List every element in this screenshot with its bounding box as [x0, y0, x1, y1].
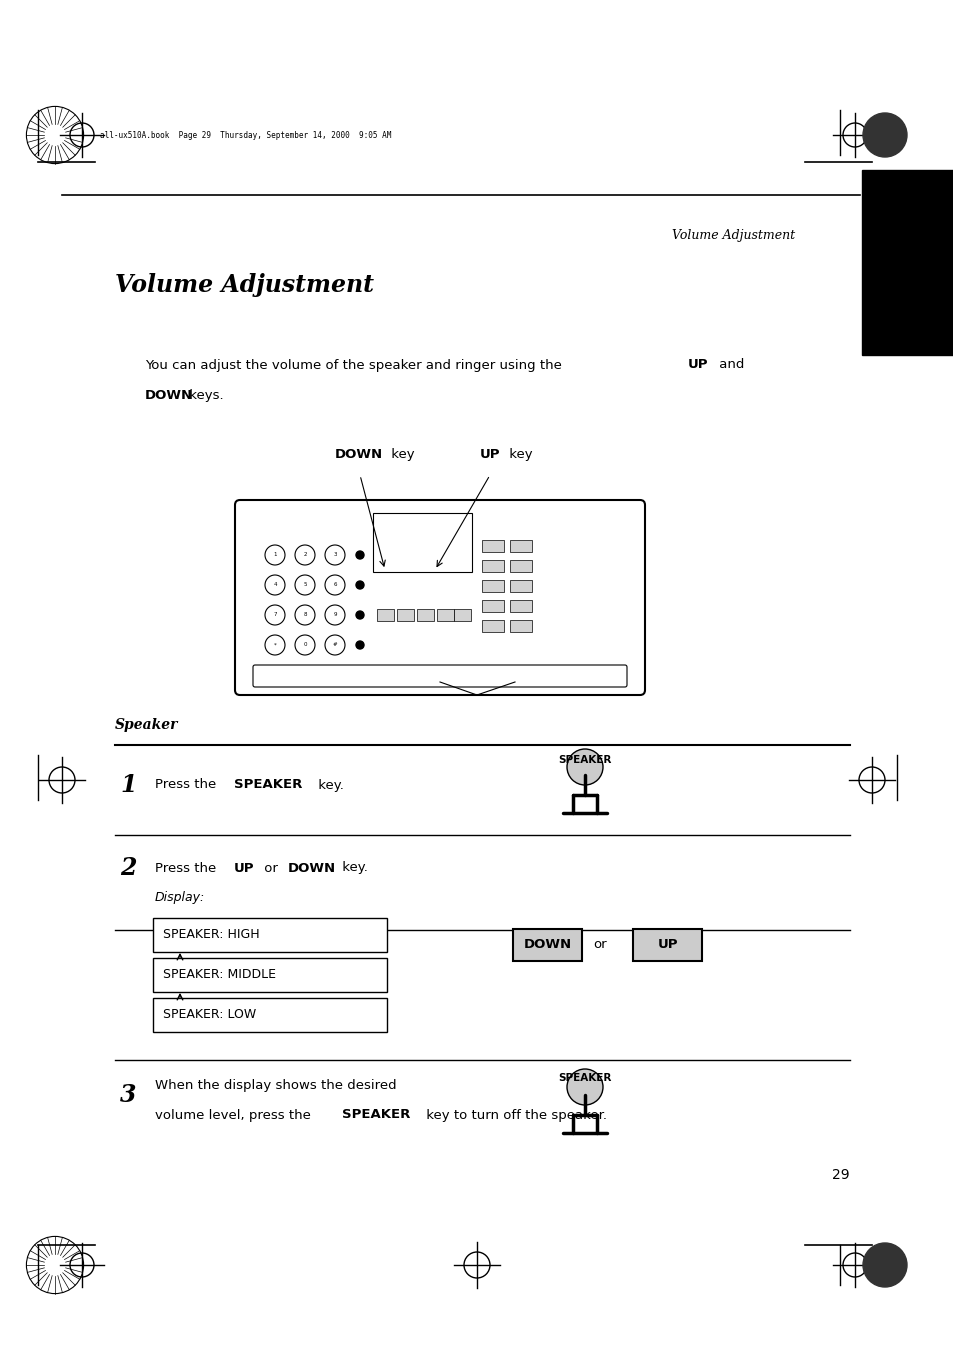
Text: SPEAKER: SPEAKER [233, 778, 302, 792]
Text: or: or [593, 939, 606, 951]
Text: DOWN: DOWN [145, 389, 193, 401]
FancyBboxPatch shape [481, 561, 503, 571]
Circle shape [566, 1069, 602, 1105]
FancyBboxPatch shape [510, 540, 532, 553]
Text: 0: 0 [303, 643, 307, 647]
Circle shape [355, 640, 364, 648]
Text: UP: UP [479, 449, 500, 462]
FancyBboxPatch shape [253, 665, 626, 688]
FancyBboxPatch shape [152, 917, 387, 952]
FancyBboxPatch shape [373, 513, 472, 571]
Text: UP: UP [233, 862, 254, 874]
FancyBboxPatch shape [481, 600, 503, 612]
Text: SPEAKER: SPEAKER [341, 1109, 410, 1121]
Text: key: key [387, 449, 415, 462]
Text: 1: 1 [273, 553, 276, 558]
Text: key.: key. [337, 862, 368, 874]
FancyBboxPatch shape [152, 998, 387, 1032]
Text: Speaker: Speaker [115, 717, 178, 732]
FancyBboxPatch shape [436, 609, 454, 621]
Text: Press the: Press the [154, 778, 220, 792]
Text: 4: 4 [273, 582, 276, 588]
Circle shape [355, 551, 364, 559]
Text: *: * [274, 643, 276, 647]
Circle shape [44, 1254, 66, 1275]
FancyBboxPatch shape [862, 170, 953, 355]
Text: and: and [714, 358, 743, 372]
Text: 1. Installation: 1. Installation [902, 412, 912, 484]
FancyBboxPatch shape [510, 561, 532, 571]
Text: UP: UP [657, 939, 677, 951]
Text: Display:: Display: [154, 892, 205, 905]
Text: volume level, press the: volume level, press the [154, 1109, 314, 1121]
Text: key: key [504, 449, 532, 462]
FancyBboxPatch shape [510, 620, 532, 632]
FancyBboxPatch shape [481, 580, 503, 592]
Text: key.: key. [314, 778, 343, 792]
Text: or: or [260, 862, 282, 874]
Text: DOWN: DOWN [288, 862, 335, 874]
Text: SPEAKER: LOW: SPEAKER: LOW [163, 1008, 256, 1021]
FancyBboxPatch shape [510, 580, 532, 592]
Text: 3: 3 [120, 1084, 136, 1106]
Text: 6: 6 [333, 582, 336, 588]
FancyBboxPatch shape [633, 929, 701, 961]
FancyBboxPatch shape [481, 620, 503, 632]
Text: UP: UP [687, 358, 708, 372]
Text: all-ux510A.book  Page 29  Thursday, September 14, 2000  9:05 AM: all-ux510A.book Page 29 Thursday, Septem… [100, 131, 391, 139]
Circle shape [862, 1243, 906, 1288]
Text: Press the: Press the [154, 862, 220, 874]
Circle shape [44, 124, 66, 146]
FancyBboxPatch shape [481, 540, 503, 553]
FancyBboxPatch shape [416, 609, 434, 621]
Text: 2: 2 [303, 553, 307, 558]
Text: SPEAKER: HIGH: SPEAKER: HIGH [163, 928, 259, 942]
Circle shape [566, 748, 602, 785]
Text: 9: 9 [333, 612, 336, 617]
Text: When the display shows the desired: When the display shows the desired [154, 1078, 396, 1092]
Text: SPEAKER: MIDDLE: SPEAKER: MIDDLE [163, 969, 275, 981]
FancyBboxPatch shape [510, 600, 532, 612]
Text: 7: 7 [273, 612, 276, 617]
FancyBboxPatch shape [152, 958, 387, 992]
Text: SPEAKER: SPEAKER [558, 755, 611, 765]
FancyBboxPatch shape [376, 609, 394, 621]
FancyBboxPatch shape [234, 500, 644, 694]
Text: DOWN: DOWN [523, 939, 571, 951]
Text: SPEAKER: SPEAKER [558, 1073, 611, 1084]
Text: 1: 1 [120, 773, 136, 797]
Text: 29: 29 [832, 1169, 849, 1182]
Text: You can adjust the volume of the speaker and ringer using the: You can adjust the volume of the speaker… [145, 358, 565, 372]
Circle shape [355, 611, 364, 619]
Circle shape [862, 113, 906, 157]
Text: Volume Adjustment: Volume Adjustment [115, 273, 374, 297]
Text: keys.: keys. [185, 389, 223, 401]
Text: key to turn off the speaker.: key to turn off the speaker. [421, 1109, 606, 1121]
FancyBboxPatch shape [396, 609, 414, 621]
Text: DOWN: DOWN [335, 449, 383, 462]
Circle shape [355, 581, 364, 589]
FancyBboxPatch shape [513, 929, 581, 961]
FancyBboxPatch shape [454, 609, 471, 621]
Text: 2: 2 [120, 857, 136, 880]
Text: 3: 3 [333, 553, 336, 558]
Text: 5: 5 [303, 582, 307, 588]
Text: #: # [333, 643, 337, 647]
Text: 8: 8 [303, 612, 307, 617]
Text: Volume Adjustment: Volume Adjustment [671, 228, 794, 242]
